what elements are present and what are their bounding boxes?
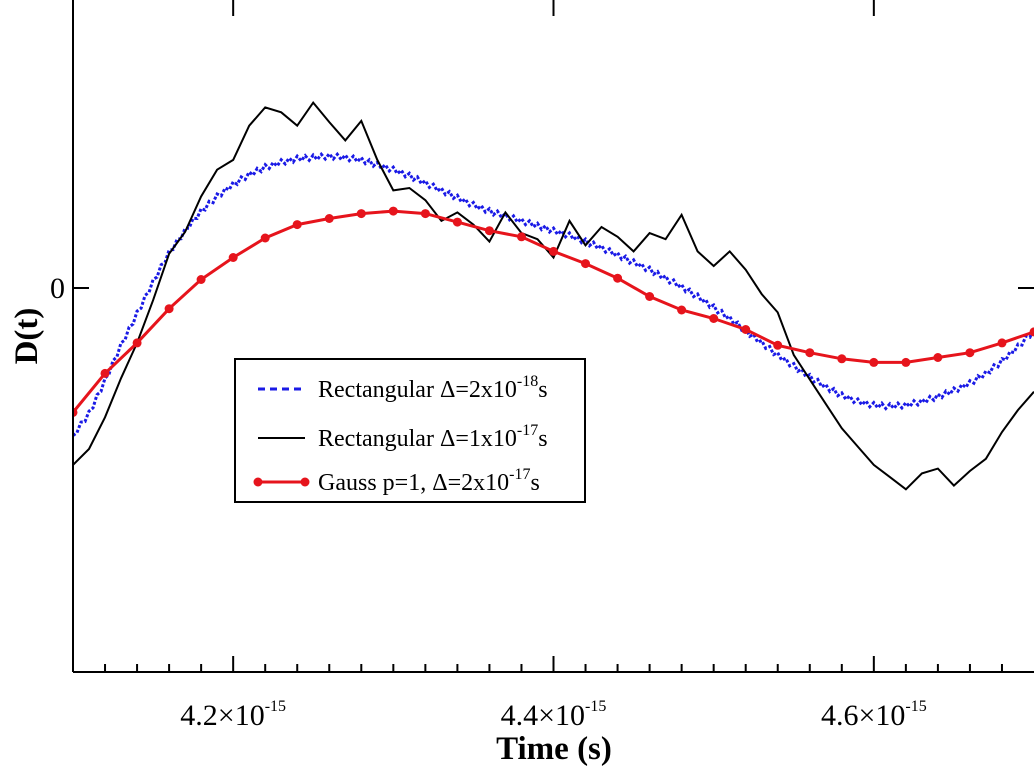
series-gauss-point [388, 206, 398, 216]
series-gauss-point [228, 253, 238, 262]
series-gauss-point [100, 368, 110, 378]
series-gauss-point [484, 226, 494, 236]
series-gauss-point [965, 348, 975, 358]
series-gauss-point [613, 273, 623, 283]
series-gauss-point [645, 292, 655, 301]
legend-label: Rectangular Δ=1x10-17s [318, 422, 548, 452]
x-tick-label: 4.4×10-15 [501, 698, 607, 732]
series-gauss-point [549, 246, 558, 256]
legend-entry-rect-2e-18: Rectangular Δ=2x10-18s [258, 373, 548, 403]
series-gauss-point [164, 304, 174, 314]
x-tick-label: 4.2×10-15 [180, 698, 286, 732]
series-rect-1e-17-line [73, 100, 1034, 491]
series-gauss-point [709, 314, 719, 323]
series-gauss-point [324, 214, 334, 223]
series-gauss-point [132, 338, 142, 348]
series-gauss-point [773, 340, 783, 350]
ticks-layer: 4.2×10-15 4.4×10-15 4.6×10-15 0 [50, 0, 1034, 732]
x-axis-title: Time (s) [496, 731, 612, 767]
series-layer [73, 100, 1034, 491]
series-gauss-point [420, 209, 430, 219]
series-gauss-point [901, 357, 911, 367]
legend-label: Rectangular Δ=2x10-18s [318, 373, 548, 403]
series-gauss-point [73, 407, 78, 417]
series-gauss-point [837, 354, 847, 364]
legend-entry-gauss: Gauss p=1, Δ=2x10-17s [253, 466, 540, 496]
legend-entry-rect-1e-17: Rectangular Δ=1x10-17s [258, 422, 548, 452]
x-tick-label: 4.6×10-15 [821, 698, 927, 732]
series-gauss-point [933, 353, 943, 362]
series-rect-2e-18-line [73, 151, 1034, 437]
y-tick-label: 0 [50, 272, 65, 305]
legend-label: Gauss p=1, Δ=2x10-17s [318, 466, 540, 496]
series-gauss-point [869, 357, 879, 367]
series-gauss-point [292, 220, 302, 230]
legend-marker [253, 477, 263, 487]
series-gauss-point [997, 338, 1007, 348]
series-gauss-point [677, 305, 687, 315]
legend: Rectangular Δ=2x10-18s Rectangular Δ=1x10… [234, 358, 586, 503]
series-gauss-point [581, 259, 590, 269]
series-gauss-point [1029, 327, 1034, 337]
series-gauss-point [741, 325, 751, 334]
series-gauss-point [805, 348, 815, 358]
series-gauss-point [452, 217, 462, 227]
legend-box [234, 358, 586, 503]
series-gauss-point [260, 233, 270, 243]
legend-marker [300, 477, 310, 487]
series-gauss-point [196, 275, 206, 284]
y-axis-title: D(t) [9, 308, 45, 365]
series-gauss-point [356, 209, 366, 219]
series-gauss-point [517, 232, 526, 242]
